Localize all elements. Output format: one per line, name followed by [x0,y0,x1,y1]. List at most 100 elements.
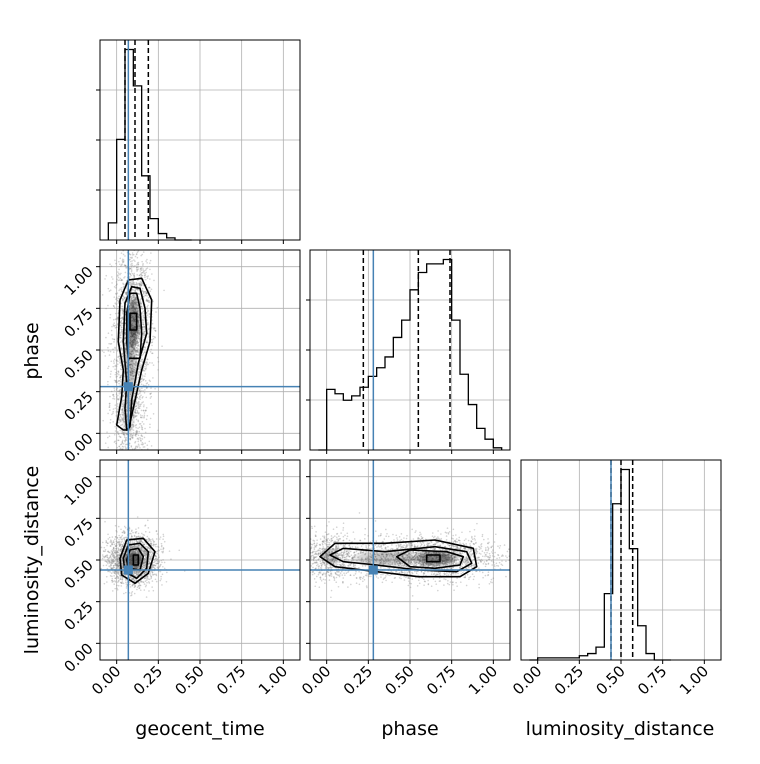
scatter-point [113,319,115,321]
scatter-point [122,299,124,301]
scatter-point [110,314,112,316]
scatter-point [148,316,150,318]
scatter-point [114,307,116,309]
scatter-point [121,329,123,331]
scatter-point [140,416,142,418]
scatter-point [116,308,118,310]
scatter-point [141,567,143,569]
scatter-point [120,547,122,549]
scatter-point [113,387,115,389]
scatter-point [117,361,119,363]
scatter-point [117,373,119,375]
scatter-point [107,554,109,556]
scatter-point [114,339,116,341]
scatter-point [145,373,147,375]
scatter-point [131,285,133,287]
scatter-point [130,257,132,259]
scatter-point [110,373,112,375]
scatter-point [161,546,163,548]
scatter-point [119,279,121,281]
scatter-point [115,287,117,289]
scatter-point [150,252,152,254]
scatter-point [142,581,144,583]
scatter-point [149,423,151,425]
scatter-point [122,312,124,314]
scatter-point [155,556,157,558]
scatter-point [107,556,109,558]
scatter-point [114,552,116,554]
scatter-point [135,256,137,258]
scatter-point [116,447,118,449]
scatter-point [158,571,160,573]
scatter-point [75,550,77,552]
scatter-point [145,347,147,349]
scatter-point [114,286,116,288]
scatter-point [143,562,145,564]
scatter-point [114,348,116,350]
scatter-point [112,278,114,280]
scatter-point [152,301,154,303]
scatter-point [100,568,102,570]
scatter-point [119,452,121,454]
scatter-point [107,551,109,553]
scatter-point [137,447,139,449]
scatter-point [125,272,127,274]
scatter-point [117,433,119,435]
scatter-point [138,373,140,375]
scatter-point [129,528,131,530]
scatter-point [137,571,139,573]
scatter-point [144,573,146,575]
scatter-point [109,263,111,265]
scatter-point [109,422,111,424]
scatter-point [149,578,151,580]
scatter-point [139,396,141,398]
scatter-point [109,290,111,292]
scatter-point [116,575,118,577]
scatter-point [117,547,119,549]
scatter-point [124,440,126,442]
scatter-point [137,247,139,249]
scatter-point [160,564,162,566]
scatter-point [111,543,113,545]
scatter-point [107,568,109,570]
scatter-point [106,565,108,567]
scatter-point [134,586,136,588]
scatter-point [135,453,137,455]
scatter-point [144,442,146,444]
scatter-point [116,326,118,328]
scatter-point [118,277,120,279]
scatter-point [110,555,112,557]
scatter-point [122,283,124,285]
scatter-point [135,433,137,435]
panel-luminosity-distance-vs-geocent-time-xtick-label-0: 0.00 [88,662,124,698]
scatter-point [121,579,123,581]
scatter-point [149,427,151,429]
scatter-point [138,401,140,403]
scatter-point [119,537,121,539]
scatter-point [105,337,107,339]
scatter-point [143,322,145,324]
scatter-point [133,273,135,275]
scatter-point [116,428,118,430]
scatter-point [145,580,147,582]
scatter-point [117,403,119,405]
scatter-point [162,574,164,576]
scatter-point [144,375,146,377]
scatter-point [137,516,139,518]
scatter-point [135,406,137,408]
scatter-point [143,406,145,408]
scatter-point [118,526,120,528]
scatter-point [114,407,116,409]
scatter-point [138,545,140,547]
scatter-point [152,323,154,325]
scatter-point [118,374,120,376]
scatter-point [119,545,121,547]
scatter-point [146,554,148,556]
scatter-point [111,343,113,345]
scatter-point [160,580,162,582]
scatter-point [109,317,111,319]
scatter-point [145,524,147,526]
scatter-point [112,394,114,396]
scatter-point [148,590,150,592]
scatter-point [145,397,147,399]
